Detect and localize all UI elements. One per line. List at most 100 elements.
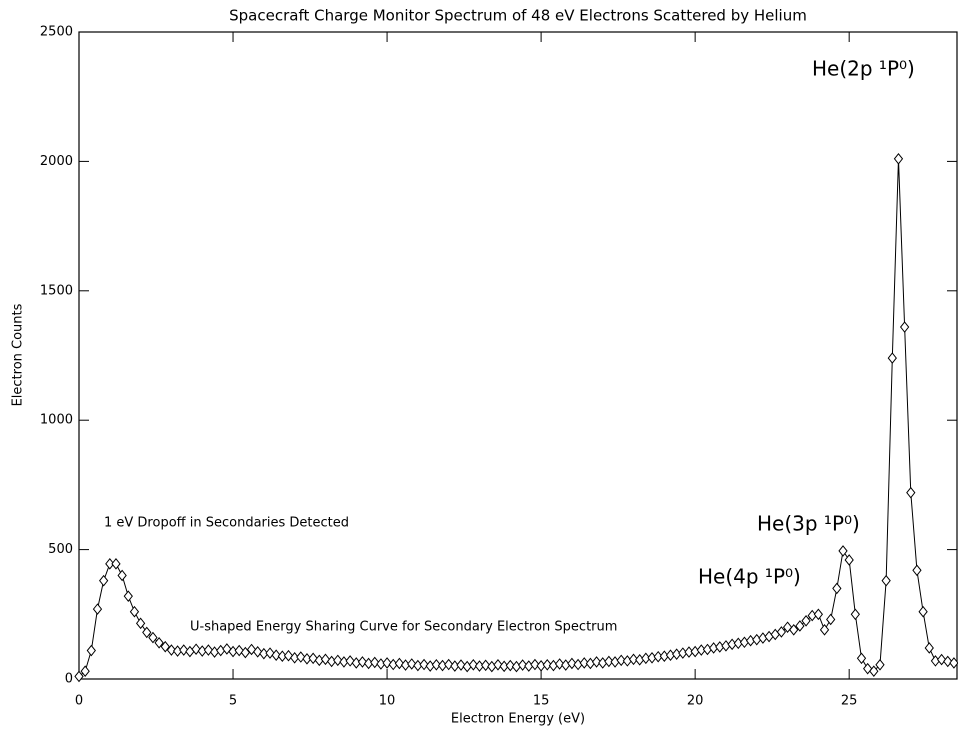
data-point (487, 660, 497, 673)
data-point (912, 564, 922, 577)
data-point (844, 554, 854, 566)
data-point (881, 574, 891, 587)
data-point (628, 653, 639, 666)
data-point (407, 658, 417, 670)
data-point (826, 613, 836, 626)
data-point (850, 608, 860, 621)
data-point (481, 659, 491, 672)
x-tick-label: 15 (533, 694, 550, 709)
data-point (179, 644, 189, 656)
data-point (382, 657, 392, 669)
data-point (591, 656, 602, 668)
data-point (370, 656, 380, 669)
data-point (419, 658, 429, 671)
data-point (468, 658, 478, 671)
data-point (530, 658, 540, 671)
data-point (863, 662, 873, 675)
data-point (616, 654, 626, 667)
data-point (135, 617, 146, 630)
data-point (832, 582, 842, 595)
data-point (893, 153, 904, 165)
data-point (99, 574, 109, 587)
data-line (78, 158, 955, 677)
data-point (493, 658, 503, 671)
data-point (924, 642, 934, 654)
data-point (838, 545, 848, 557)
x-tick-label: 20 (687, 694, 704, 709)
data-point (160, 640, 170, 653)
data-point (819, 624, 830, 636)
data-point (505, 659, 515, 672)
data-point (296, 651, 306, 663)
y-tick-label: 500 (48, 542, 73, 557)
data-point (462, 660, 472, 673)
x-tick-label: 10 (379, 694, 396, 709)
annotation: U-shaped Energy Sharing Curve for Second… (190, 620, 617, 635)
x-tick-label: 0 (75, 694, 83, 709)
y-tick-label: 0 (65, 672, 73, 687)
x-axis-label: Electron Energy (eV) (451, 712, 585, 727)
data-point (154, 636, 164, 649)
chart-title: Spacecraft Charge Monitor Spectrum of 48… (229, 7, 807, 25)
data-point (117, 569, 127, 582)
data-point (949, 657, 958, 669)
data-point (86, 644, 96, 657)
data-point (887, 352, 897, 364)
data-point (943, 655, 953, 668)
data-point (191, 643, 201, 656)
data-point (265, 647, 275, 659)
data-point (801, 614, 811, 627)
data-point (123, 590, 133, 602)
data-point (567, 657, 577, 670)
data-point (579, 657, 589, 669)
annotation: He(4p ¹P⁰) (698, 565, 801, 589)
data-point (333, 654, 343, 667)
data-point (105, 558, 115, 570)
data-point (271, 649, 281, 661)
data-point (542, 658, 552, 671)
data-point (394, 657, 405, 670)
data-point (776, 626, 787, 638)
data-point (789, 624, 799, 636)
data-point (166, 644, 177, 656)
data-point (918, 605, 928, 618)
data-point (240, 646, 250, 659)
data-point (92, 603, 103, 615)
data-point (795, 620, 805, 632)
data-point (80, 665, 90, 678)
data-point (283, 649, 294, 662)
data-point (936, 653, 947, 666)
data-point (74, 670, 84, 683)
x-tick-label: 25 (841, 694, 858, 709)
data-point (431, 658, 442, 671)
data-point (253, 646, 263, 658)
data-point (899, 321, 910, 333)
data-point (111, 558, 121, 570)
data-point (517, 659, 528, 671)
data-point (869, 665, 879, 678)
y-tick-label: 2500 (40, 25, 73, 40)
data-point (142, 626, 152, 639)
y-tick-label: 2000 (40, 154, 73, 169)
y-tick-label: 1000 (40, 413, 73, 428)
y-tick-label: 1500 (40, 283, 73, 298)
annotation: He(3p ¹P⁰) (757, 512, 860, 536)
plot-frame (78, 31, 958, 680)
y-axis-label: Electron Counts (11, 303, 26, 406)
annotation: 1 eV Dropoff in Secondaries Detected (104, 516, 349, 531)
data-point (345, 655, 355, 667)
annotation: He(2p ¹P⁰) (812, 57, 915, 81)
data-point (222, 643, 232, 655)
data-point (148, 631, 158, 644)
data-point (357, 656, 368, 668)
data-point (456, 659, 466, 671)
data-point (906, 486, 916, 499)
data-point (813, 608, 824, 621)
data-point (129, 605, 140, 618)
data-point (856, 652, 867, 665)
data-point (444, 658, 454, 671)
data-point (875, 658, 885, 671)
x-tick-label: 5 (229, 694, 237, 709)
